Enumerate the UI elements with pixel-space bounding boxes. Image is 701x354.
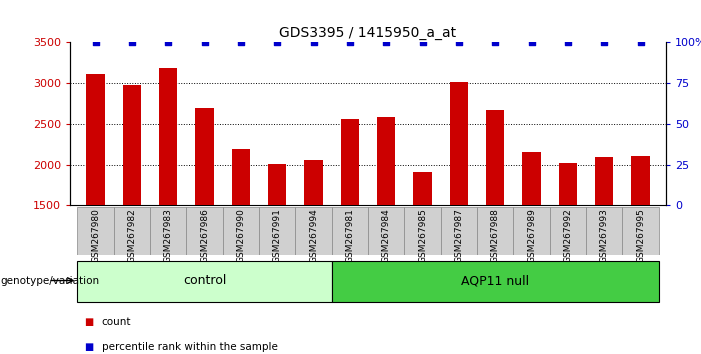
Text: GSM267984: GSM267984 [381, 209, 390, 263]
Bar [441, 207, 477, 255]
Bar [86, 74, 104, 205]
Text: AQP11 null: AQP11 null [461, 274, 529, 287]
Bar [114, 207, 150, 255]
Text: count: count [102, 317, 131, 327]
Text: GSM267988: GSM267988 [491, 209, 500, 263]
Point [526, 40, 537, 45]
Bar [341, 119, 359, 205]
Text: GSM267981: GSM267981 [346, 209, 355, 263]
Bar [368, 207, 404, 255]
Bar [77, 261, 332, 302]
Point [271, 40, 283, 45]
Text: GSM267986: GSM267986 [200, 209, 209, 263]
Text: GSM267992: GSM267992 [564, 209, 572, 263]
Text: GSM267991: GSM267991 [273, 209, 282, 263]
Text: GSM267980: GSM267980 [91, 209, 100, 263]
Text: GSM267987: GSM267987 [454, 209, 463, 263]
Point [308, 40, 319, 45]
Bar [414, 172, 432, 205]
Bar [186, 207, 223, 255]
Point [90, 40, 101, 45]
Point [236, 40, 247, 45]
Bar [450, 82, 468, 205]
Bar [268, 164, 286, 205]
Text: GSM267989: GSM267989 [527, 209, 536, 263]
Bar [522, 152, 540, 205]
Text: control: control [183, 274, 226, 287]
Bar [232, 149, 250, 205]
Bar [295, 207, 332, 255]
Bar [159, 68, 177, 205]
Bar [404, 207, 441, 255]
Bar [513, 207, 550, 255]
Bar [123, 85, 141, 205]
Point [562, 40, 573, 45]
Point [454, 40, 465, 45]
Text: ■: ■ [84, 317, 93, 327]
Bar [477, 207, 513, 255]
Bar [259, 207, 295, 255]
Point [599, 40, 610, 45]
Bar [586, 207, 622, 255]
Title: GDS3395 / 1415950_a_at: GDS3395 / 1415950_a_at [280, 26, 456, 40]
Point [489, 40, 501, 45]
Point [199, 40, 210, 45]
Bar [196, 108, 214, 205]
Bar [486, 110, 504, 205]
Text: GSM267994: GSM267994 [309, 209, 318, 263]
Text: percentile rank within the sample: percentile rank within the sample [102, 342, 278, 352]
Text: ■: ■ [84, 342, 93, 352]
Text: GSM267982: GSM267982 [128, 209, 137, 263]
Bar [223, 207, 259, 255]
Text: GSM267985: GSM267985 [418, 209, 427, 263]
Point [126, 40, 137, 45]
Point [344, 40, 355, 45]
Bar [622, 207, 659, 255]
Point [417, 40, 428, 45]
Text: genotype/variation: genotype/variation [1, 275, 100, 286]
Bar [377, 116, 395, 205]
Bar [332, 261, 659, 302]
Point [635, 40, 646, 45]
Bar [77, 207, 114, 255]
Bar [304, 160, 322, 205]
Bar [332, 207, 368, 255]
Text: GSM267990: GSM267990 [236, 209, 245, 263]
Text: GSM267995: GSM267995 [636, 209, 645, 263]
Text: GSM267993: GSM267993 [599, 209, 608, 263]
Point [163, 40, 174, 45]
Bar [632, 156, 650, 205]
Point [381, 40, 392, 45]
Bar [150, 207, 186, 255]
Text: GSM267983: GSM267983 [164, 209, 172, 263]
Bar [550, 207, 586, 255]
Bar [595, 157, 613, 205]
Bar [559, 163, 577, 205]
